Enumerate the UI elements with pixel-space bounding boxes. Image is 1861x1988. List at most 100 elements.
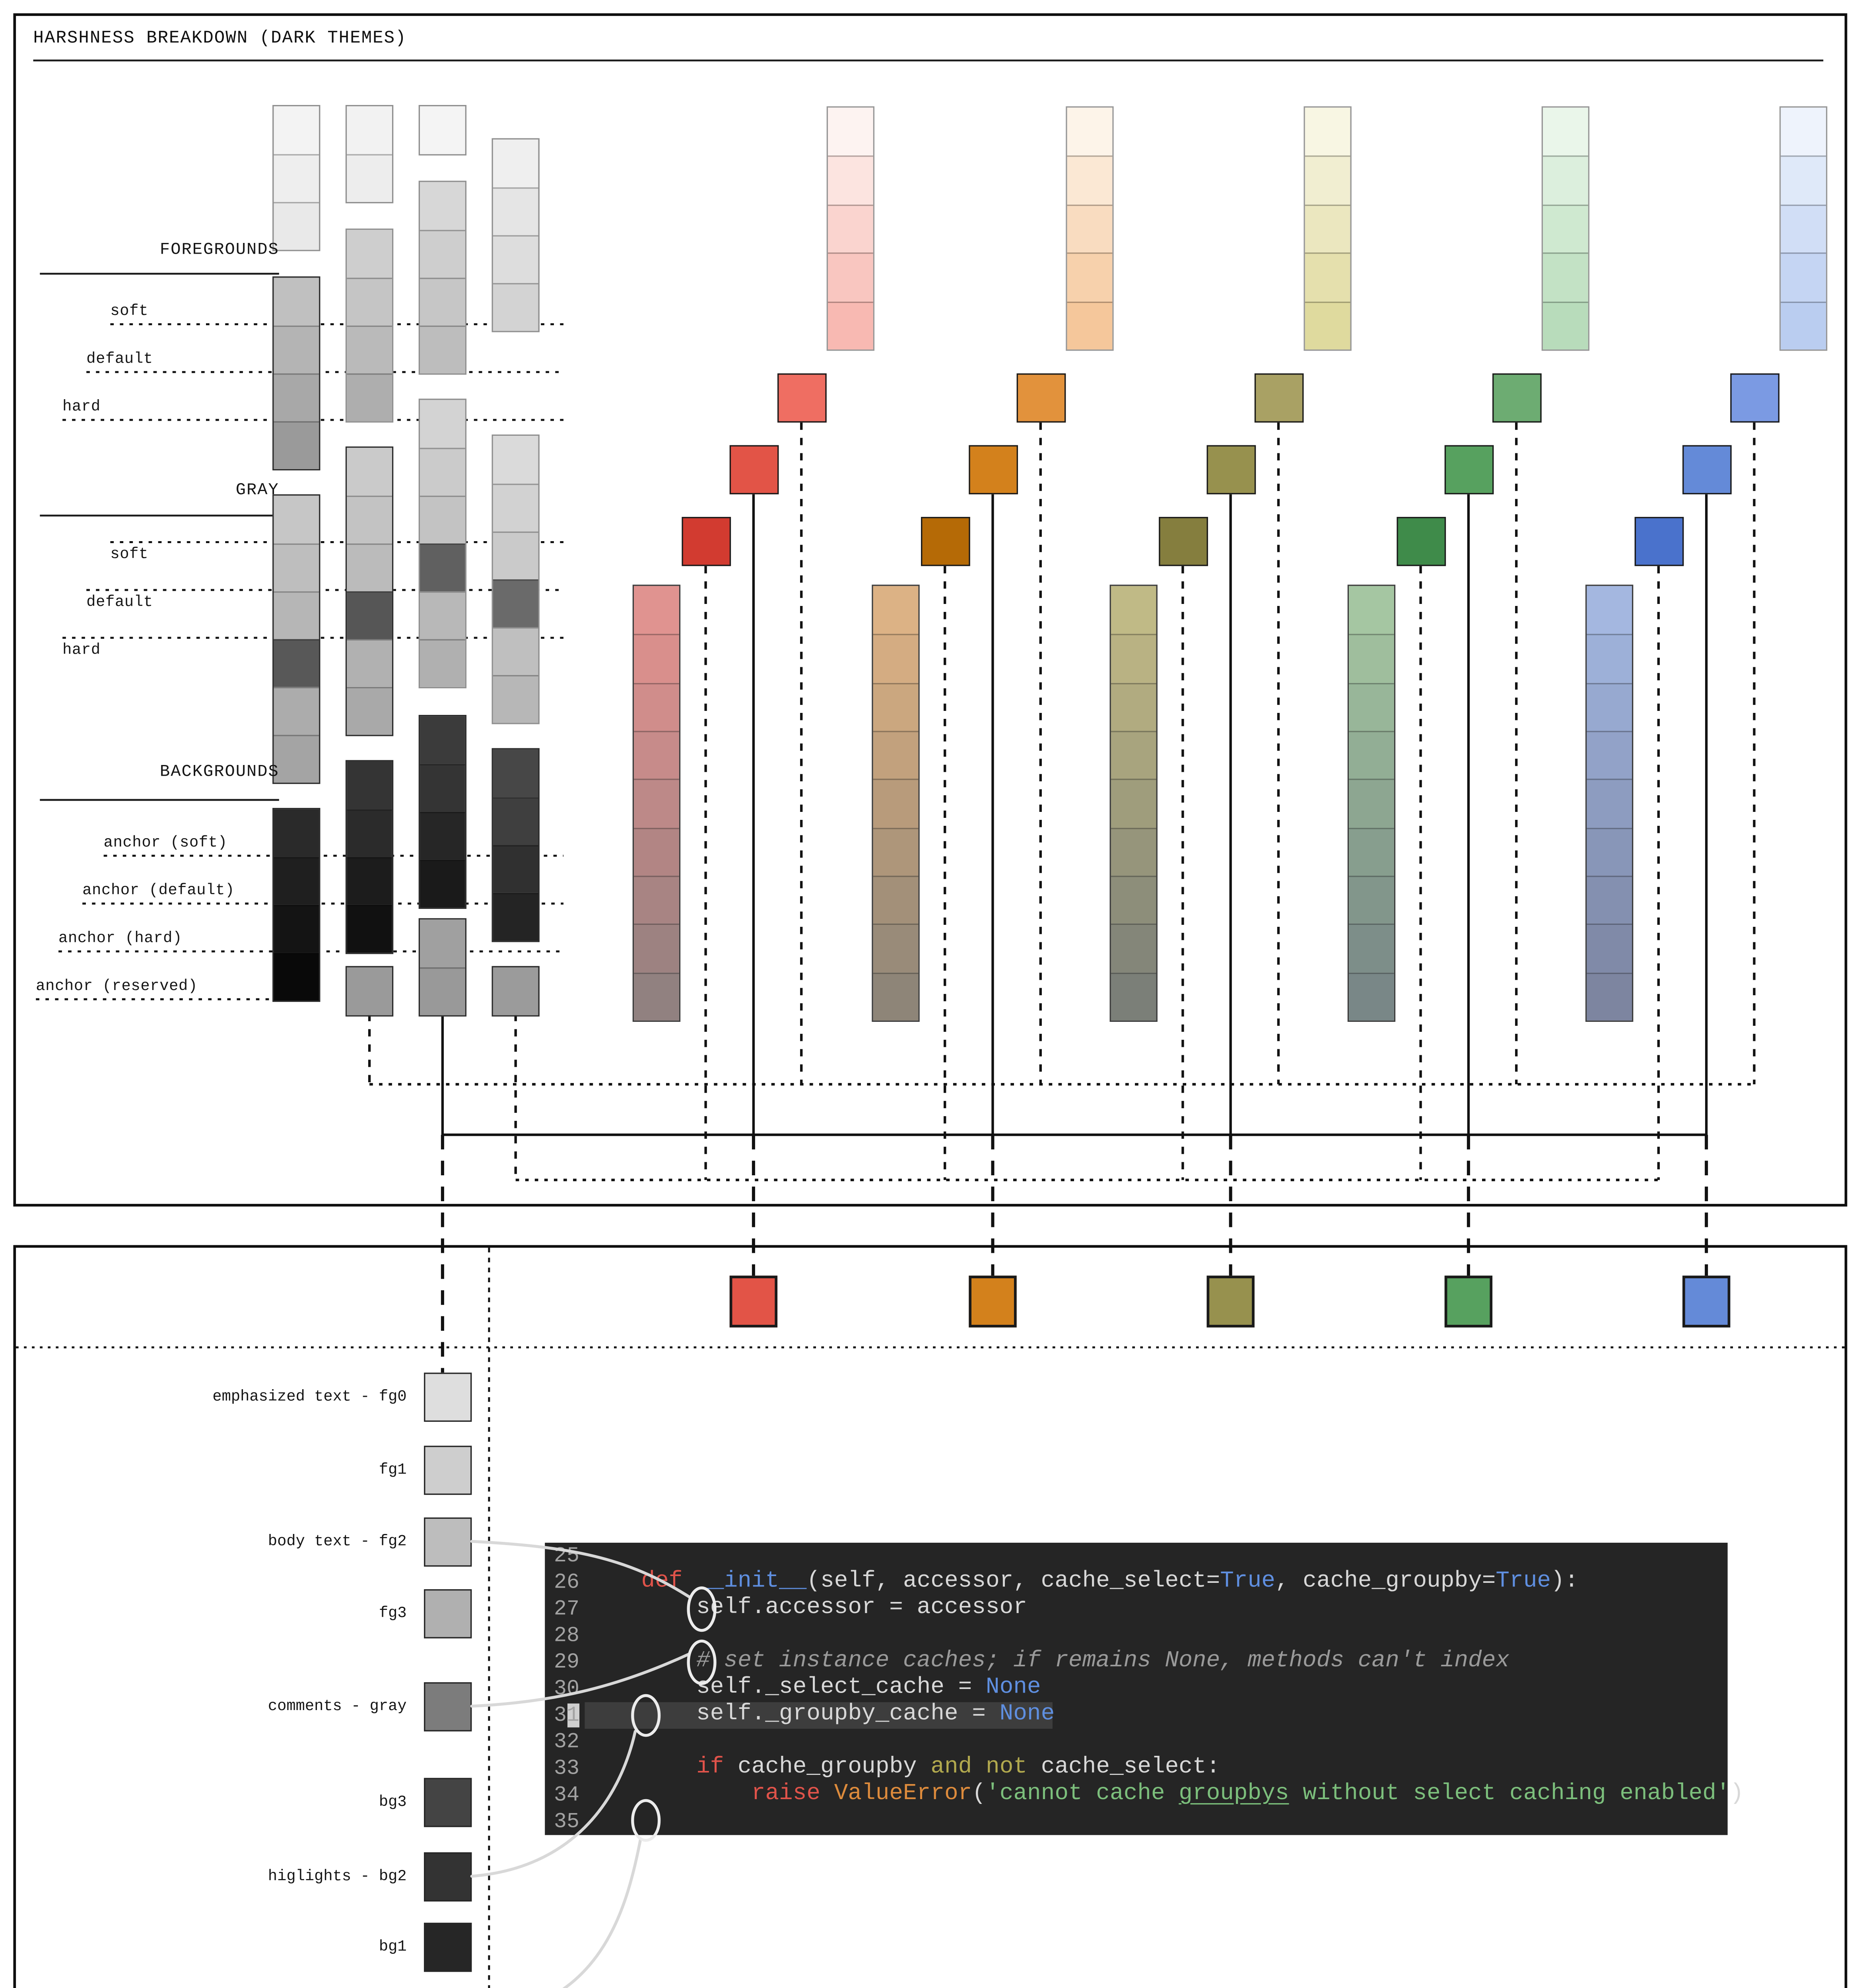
palette-cell (1111, 634, 1156, 683)
palette-cell (274, 325, 319, 374)
palette-cell (634, 731, 679, 779)
palette-cell (274, 905, 319, 953)
palette-cell (420, 400, 465, 448)
palette-cell (274, 639, 319, 687)
palette-cell (1067, 156, 1113, 204)
palette-cell (493, 845, 538, 893)
highlighted-line-bg (585, 1702, 1053, 1729)
palette-cell (1067, 107, 1113, 156)
palette-cell (1587, 827, 1632, 876)
code-line: if cache_groupby and not cache_select: (586, 1755, 1220, 1782)
tier-label-backgrounds-1: anchor (soft) (103, 834, 227, 851)
palette-cell (1067, 301, 1113, 349)
gray-column-block-gray-col-1 (272, 808, 321, 1002)
palette-cell (347, 687, 392, 735)
palette-cell (420, 495, 465, 544)
line-number: 29 (554, 1650, 580, 1674)
palette-cell (1587, 682, 1632, 731)
accent-swatch-orange-soft (1016, 373, 1066, 423)
tier-label-foregrounds-3: hard (62, 398, 101, 415)
legend-swatch-5 (424, 1778, 472, 1827)
palette-cell (274, 809, 319, 857)
palette-cell (347, 373, 392, 421)
accent-swatch-red-default (729, 445, 779, 495)
palette-cell (420, 182, 465, 230)
line-number: 26 (554, 1571, 580, 1595)
palette-cell (493, 579, 538, 627)
palette-cell (873, 972, 919, 1021)
gray-column-block-gray-col-1 (272, 105, 321, 251)
palette-cell (1111, 876, 1156, 924)
palette-cell (1111, 827, 1156, 876)
gray-column-block-gray-col-4 (491, 966, 540, 1017)
palette-cell (1305, 252, 1350, 301)
palette-cell (493, 967, 538, 1015)
palette-cell (1111, 731, 1156, 779)
theme-accent-swatch-orange (969, 1276, 1017, 1328)
legend-label-4: comments - gray (268, 1697, 407, 1715)
palette-cell (420, 967, 465, 1015)
palette-cell (493, 675, 538, 723)
tier-label-backgrounds-2: anchor (default) (82, 881, 235, 899)
code-token: without select caching enabled' (1289, 1782, 1730, 1807)
pale-column-green (1541, 106, 1590, 351)
palette-cell (1543, 204, 1588, 253)
palette-cell (347, 857, 392, 905)
code-token: groupbys (1179, 1782, 1289, 1807)
palette-cell (1305, 301, 1350, 349)
palette-cell (420, 325, 465, 374)
tier-label-gray-2: default (86, 594, 153, 612)
palette-cell (1067, 252, 1113, 301)
palette-cell (347, 967, 392, 1015)
palette-cell (493, 139, 538, 188)
gray-column-block-gray-col-1 (272, 494, 321, 784)
annotation-circle-comment (687, 1639, 717, 1685)
palette-cell (1781, 252, 1826, 301)
code-token: not (986, 1755, 1028, 1781)
code-token: cache_select: (1027, 1755, 1220, 1781)
code-token: raise (751, 1782, 821, 1807)
accent-swatch-orange-hard (921, 517, 970, 566)
line-number: 27 (554, 1597, 580, 1621)
palette-cell (1305, 156, 1350, 204)
palette-cell (493, 436, 538, 484)
tier-label-gray-3: hard (62, 642, 101, 659)
palette-cell (634, 586, 679, 635)
gray-column-block-gray-col-3 (418, 918, 467, 1017)
palette-cell (1111, 779, 1156, 827)
accent-swatch-green-hard (1397, 517, 1446, 566)
palette-cell (493, 483, 538, 532)
pale-column-red (826, 106, 875, 351)
accent-swatch-green-soft (1492, 373, 1542, 423)
palette-cell (1349, 779, 1394, 827)
palette-cell (420, 543, 465, 592)
palette-cell (1349, 586, 1394, 635)
legend-label-2: body text - fg2 (268, 1532, 407, 1550)
palette-cell (1111, 682, 1156, 731)
palette-cell (420, 716, 465, 764)
tier-label-foregrounds-1: soft (110, 302, 149, 320)
palette-cell (420, 448, 465, 496)
palette-cell (828, 252, 873, 301)
palette-cell (873, 876, 919, 924)
palette-cell (1781, 156, 1826, 204)
palette-cell (1587, 731, 1632, 779)
palette-cell (420, 278, 465, 326)
gray-column-block-gray-col-3 (418, 714, 467, 909)
palette-cell (347, 230, 392, 278)
code-line: self._groupby_cache = None (586, 1702, 1055, 1729)
palette-cell (1349, 876, 1394, 924)
gray-column-block-gray-col-2 (345, 105, 394, 204)
palette-cell (420, 860, 465, 908)
palette-cell (420, 812, 465, 860)
palette-cell (634, 779, 679, 827)
palette-cell (493, 531, 538, 580)
code-token: True (1220, 1569, 1275, 1595)
palette-cell (1349, 682, 1394, 731)
accent-swatch-blue-default (1682, 445, 1732, 495)
palette-cell (1111, 586, 1156, 635)
code-token: (self, accessor, cache_select= (806, 1569, 1220, 1595)
palette-cell (873, 827, 919, 876)
legend-swatch-1 (424, 1446, 472, 1495)
